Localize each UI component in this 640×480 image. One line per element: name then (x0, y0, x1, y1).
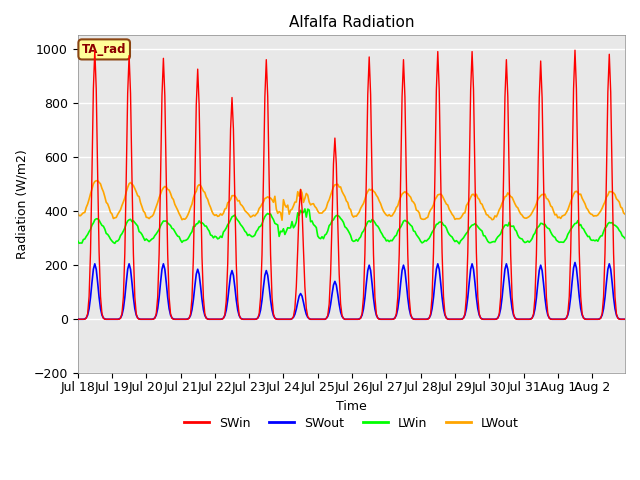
SWin (74, 316, 81, 322)
SWin (465, 172, 473, 178)
SWin (356, 315, 364, 321)
LWin (456, 241, 463, 247)
LWout (358, 203, 366, 209)
LWin (92, 216, 100, 222)
SWin (621, 316, 629, 322)
LWin (620, 234, 627, 240)
LWout (111, 215, 118, 221)
SWin (111, 316, 118, 322)
SWout (92, 266, 100, 272)
SWin (94, 171, 102, 177)
LWin (301, 206, 308, 212)
SWout (621, 316, 629, 322)
SWout (74, 316, 81, 322)
LWout (94, 178, 102, 184)
LWout (621, 211, 629, 217)
SWout (545, 315, 553, 321)
LWout (467, 194, 474, 200)
LWout (92, 178, 100, 184)
Line: SWout: SWout (77, 263, 625, 319)
LWin (467, 224, 474, 229)
LWout (278, 217, 286, 223)
LWin (548, 232, 556, 238)
LWin (356, 234, 364, 240)
SWout (355, 316, 363, 322)
SWin (547, 316, 554, 322)
Line: SWin: SWin (77, 50, 625, 319)
Legend: SWin, SWout, LWin, LWout: SWin, SWout, LWin, LWout (179, 412, 524, 435)
LWin (74, 238, 81, 244)
SWin (91, 48, 99, 53)
SWin (618, 316, 626, 322)
Text: TA_rad: TA_rad (82, 43, 127, 56)
LWout (548, 204, 556, 210)
Line: LWin: LWin (77, 209, 625, 244)
LWin (621, 236, 629, 241)
LWout (620, 210, 627, 216)
LWin (109, 240, 117, 245)
X-axis label: Time: Time (336, 399, 367, 412)
LWout (74, 210, 81, 216)
SWout (571, 260, 579, 265)
Y-axis label: Radiation (W/m2): Radiation (W/m2) (15, 149, 28, 259)
SWout (109, 316, 117, 322)
SWout (464, 295, 472, 300)
SWout (618, 316, 626, 322)
Title: Alfalfa Radiation: Alfalfa Radiation (289, 15, 414, 30)
Line: LWout: LWout (77, 181, 625, 220)
